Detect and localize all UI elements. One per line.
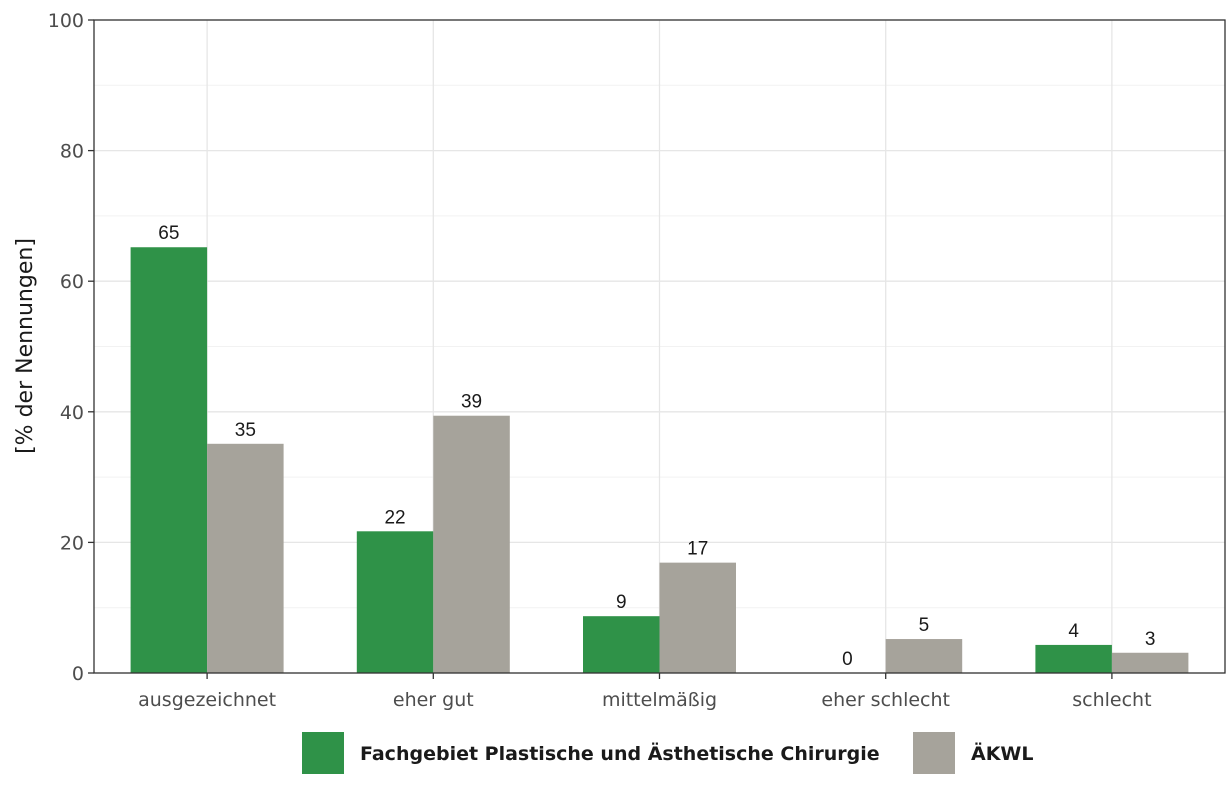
x-tick-label: eher schlecht bbox=[821, 689, 950, 711]
data-label: 4 bbox=[1068, 621, 1079, 642]
y-tick-label: 100 bbox=[48, 10, 84, 32]
data-labels: 65 22 9 0 4 35 39 17 5 3 bbox=[158, 223, 1155, 670]
bar-fachgebiet-4 bbox=[1035, 644, 1112, 673]
y-tick-label: 80 bbox=[60, 141, 84, 163]
data-label: 5 bbox=[919, 615, 930, 636]
x-tick-label: mittelmäßig bbox=[602, 689, 717, 711]
x-tick-label: eher gut bbox=[393, 689, 474, 711]
data-label: 22 bbox=[384, 507, 405, 528]
x-axis: ausgezeichnet eher gut mittelmäßig eher sch… bbox=[138, 673, 1152, 711]
bars bbox=[130, 247, 1189, 673]
bar-akwl-3 bbox=[885, 639, 963, 673]
legend-key-fachgebiet bbox=[302, 732, 344, 774]
bar-fachgebiet-2 bbox=[583, 616, 660, 673]
y-tick-label: 20 bbox=[60, 532, 84, 554]
data-label: 9 bbox=[616, 592, 627, 613]
data-label: 65 bbox=[158, 223, 179, 244]
y-tick-label: 0 bbox=[72, 663, 84, 685]
legend-label-fachgebiet: Fachgebiet Plastische und Ästhetische Ch… bbox=[360, 741, 880, 765]
data-label: 17 bbox=[687, 539, 708, 560]
legend: Fachgebiet Plastische und Ästhetische Ch… bbox=[302, 732, 1034, 774]
bar-akwl-4 bbox=[1111, 652, 1189, 673]
bar-fachgebiet-0 bbox=[130, 247, 208, 673]
data-label: 39 bbox=[461, 392, 482, 413]
bar-akwl-2 bbox=[659, 562, 736, 673]
x-tick-label: schlecht bbox=[1072, 689, 1151, 711]
y-tick-label: 60 bbox=[60, 271, 84, 293]
y-tick-label: 40 bbox=[60, 402, 84, 424]
legend-key-akwl bbox=[913, 732, 955, 774]
y-axis: 0 20 40 60 80 100 bbox=[48, 10, 94, 685]
data-label: 35 bbox=[235, 420, 256, 441]
x-tick-label: ausgezeichnet bbox=[138, 689, 276, 711]
y-axis-label: [% der Nennungen] bbox=[13, 238, 38, 454]
legend-label-akwl: ÄKWL bbox=[971, 741, 1034, 765]
bar-akwl-1 bbox=[433, 415, 510, 673]
data-label: 3 bbox=[1145, 629, 1156, 650]
data-label: 0 bbox=[842, 649, 853, 670]
bar-akwl-0 bbox=[207, 443, 284, 673]
bar-fachgebiet-1 bbox=[356, 531, 434, 673]
